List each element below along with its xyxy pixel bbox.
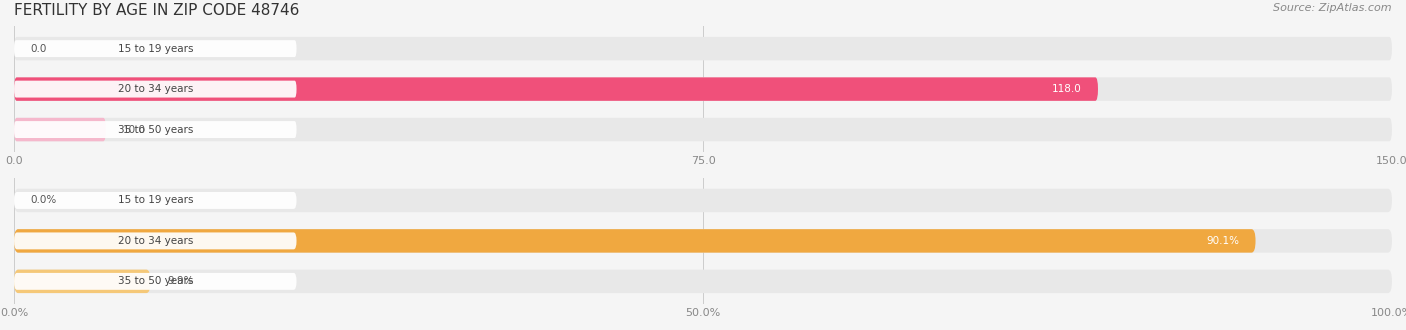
Text: 15 to 19 years: 15 to 19 years — [118, 44, 193, 54]
Text: 0.0%: 0.0% — [31, 195, 56, 206]
FancyBboxPatch shape — [14, 270, 1392, 293]
Text: 10.0: 10.0 — [122, 124, 145, 135]
Text: 9.9%: 9.9% — [167, 276, 194, 286]
FancyBboxPatch shape — [14, 273, 297, 290]
Text: 35 to 50 years: 35 to 50 years — [118, 276, 193, 286]
FancyBboxPatch shape — [14, 118, 1392, 141]
Text: 15 to 19 years: 15 to 19 years — [118, 195, 193, 206]
FancyBboxPatch shape — [14, 192, 297, 209]
FancyBboxPatch shape — [14, 118, 105, 141]
FancyBboxPatch shape — [14, 229, 1256, 253]
FancyBboxPatch shape — [14, 232, 297, 249]
FancyBboxPatch shape — [14, 81, 297, 98]
Text: 20 to 34 years: 20 to 34 years — [118, 84, 193, 94]
FancyBboxPatch shape — [14, 229, 1392, 253]
FancyBboxPatch shape — [14, 189, 1392, 212]
Text: 118.0: 118.0 — [1052, 84, 1081, 94]
Text: FERTILITY BY AGE IN ZIP CODE 48746: FERTILITY BY AGE IN ZIP CODE 48746 — [14, 3, 299, 18]
Text: 20 to 34 years: 20 to 34 years — [118, 236, 193, 246]
FancyBboxPatch shape — [14, 270, 150, 293]
FancyBboxPatch shape — [14, 77, 1098, 101]
Text: 35 to 50 years: 35 to 50 years — [118, 124, 193, 135]
FancyBboxPatch shape — [14, 121, 297, 138]
FancyBboxPatch shape — [14, 77, 1392, 101]
FancyBboxPatch shape — [14, 37, 1392, 60]
Text: Source: ZipAtlas.com: Source: ZipAtlas.com — [1274, 3, 1392, 13]
Text: 90.1%: 90.1% — [1206, 236, 1239, 246]
Text: 0.0: 0.0 — [31, 44, 46, 54]
FancyBboxPatch shape — [14, 40, 297, 57]
